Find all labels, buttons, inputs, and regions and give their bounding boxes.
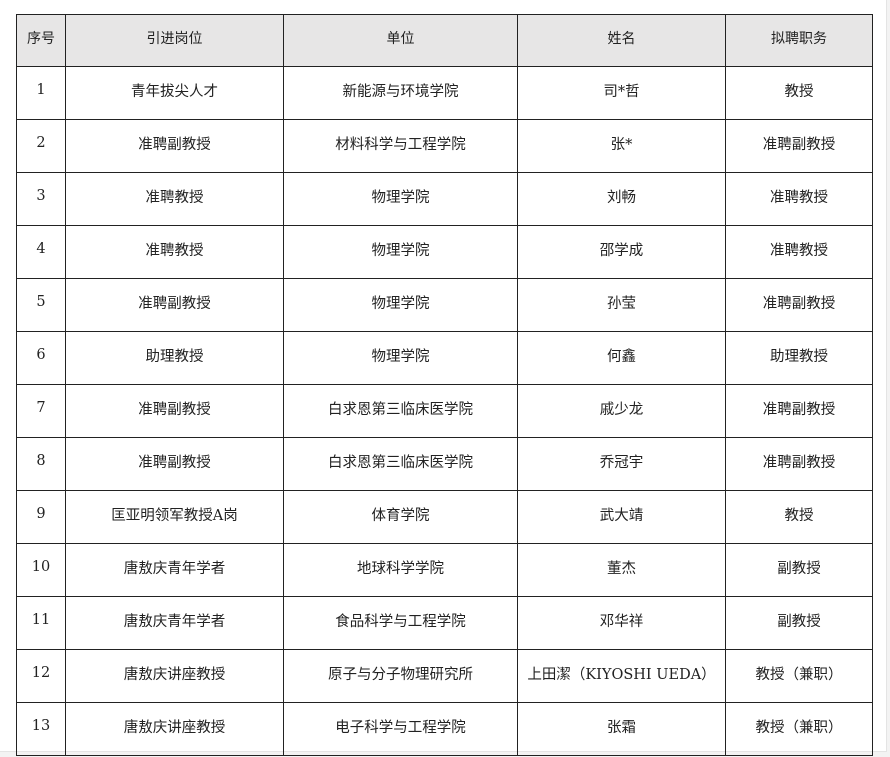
header-unit: 单位: [283, 14, 518, 67]
cell-unit: 电子科学与工程学院: [283, 702, 518, 756]
cell-title: 准聘副教授: [725, 384, 873, 438]
cell-unit: 食品科学与工程学院: [283, 596, 518, 650]
cell-title: 准聘副教授: [725, 278, 873, 332]
cell-index: 2: [16, 119, 66, 173]
cell-title: 准聘副教授: [725, 437, 873, 491]
cell-title: 准聘教授: [725, 172, 873, 226]
table-row: 5 准聘副教授 物理学院 孙莹 准聘副教授: [16, 278, 873, 332]
cell-position: 准聘教授: [65, 172, 284, 226]
cell-position: 青年拔尖人才: [65, 66, 284, 120]
cell-position: 准聘教授: [65, 225, 284, 279]
cell-index: 13: [16, 702, 66, 756]
cell-name: 司*哲: [517, 66, 726, 120]
cell-index: 5: [16, 278, 66, 332]
cell-position: 唐敖庆讲座教授: [65, 702, 284, 756]
table-row: 11 唐敖庆青年学者 食品科学与工程学院 邓华祥 副教授: [16, 596, 873, 650]
table-row: 1 青年拔尖人才 新能源与环境学院 司*哲 教授: [16, 66, 873, 120]
cell-unit: 地球科学学院: [283, 543, 518, 597]
table-row: 6 助理教授 物理学院 何鑫 助理教授: [16, 331, 873, 385]
header-index: 序号: [16, 14, 66, 67]
cell-unit: 新能源与环境学院: [283, 66, 518, 120]
table-row: 8 准聘副教授 白求恩第三临床医学院 乔冠宇 准聘副教授: [16, 437, 873, 491]
header-name: 姓名: [517, 14, 726, 67]
cell-position: 助理教授: [65, 331, 284, 385]
cell-title: 副教授: [725, 543, 873, 597]
table-row: 2 准聘副教授 材料科学与工程学院 张* 准聘副教授: [16, 119, 873, 173]
cell-name: 张霜: [517, 702, 726, 756]
header-row: 序号 引进岗位 单位 姓名 拟聘职务: [16, 14, 873, 67]
cell-position: 准聘副教授: [65, 384, 284, 438]
cell-name: 上田潔（KIYOSHI UEDA）: [517, 649, 726, 703]
cell-title: 准聘副教授: [725, 119, 873, 173]
cell-position: 准聘副教授: [65, 437, 284, 491]
cell-unit: 物理学院: [283, 278, 518, 332]
table-row: 4 准聘教授 物理学院 邵学成 准聘教授: [16, 225, 873, 279]
cell-index: 4: [16, 225, 66, 279]
cell-index: 6: [16, 331, 66, 385]
table-row: 7 准聘副教授 白求恩第三临床医学院 戚少龙 准聘副教授: [16, 384, 873, 438]
cell-index: 3: [16, 172, 66, 226]
header-position: 引进岗位: [65, 14, 284, 67]
cell-title: 教授: [725, 490, 873, 544]
cell-index: 10: [16, 543, 66, 597]
cell-unit: 白求恩第三临床医学院: [283, 384, 518, 438]
cell-name: 何鑫: [517, 331, 726, 385]
cell-name: 武大靖: [517, 490, 726, 544]
cell-title: 教授（兼职）: [725, 649, 873, 703]
cell-position: 匡亚明领军教授A岗: [65, 490, 284, 544]
appointment-table: 序号 引进岗位 单位 姓名 拟聘职务 1 青年拔尖人才 新能源与环境学院 司*哲 教授 2 准聘副教…: [16, 14, 873, 756]
cell-index: 1: [16, 66, 66, 120]
cell-index: 7: [16, 384, 66, 438]
cell-unit: 物理学院: [283, 225, 518, 279]
table-row: 12 唐敖庆讲座教授 原子与分子物理研究所 上田潔（KIYOSHI UEDA） 教授（兼…: [16, 649, 873, 703]
cell-unit: 白求恩第三临床医学院: [283, 437, 518, 491]
cell-name: 孙莹: [517, 278, 726, 332]
cell-name: 邓华祥: [517, 596, 726, 650]
cell-index: 9: [16, 490, 66, 544]
cell-title: 副教授: [725, 596, 873, 650]
table-row: 10 唐敖庆青年学者 地球科学学院 董杰 副教授: [16, 543, 873, 597]
cell-index: 11: [16, 596, 66, 650]
cell-unit: 原子与分子物理研究所: [283, 649, 518, 703]
cell-name: 邵学成: [517, 225, 726, 279]
table-row: 9 匡亚明领军教授A岗 体育学院 武大靖 教授: [16, 490, 873, 544]
table-row: 13 唐敖庆讲座教授 电子科学与工程学院 张霜 教授（兼职）: [16, 702, 873, 756]
cell-title: 教授: [725, 66, 873, 120]
cell-name: 董杰: [517, 543, 726, 597]
cell-unit: 物理学院: [283, 172, 518, 226]
table-row: 3 准聘教授 物理学院 刘畅 准聘教授: [16, 172, 873, 226]
cell-name: 刘畅: [517, 172, 726, 226]
cell-name: 张*: [517, 119, 726, 173]
cell-title: 准聘教授: [725, 225, 873, 279]
header-title: 拟聘职务: [725, 14, 873, 67]
cell-name: 乔冠宇: [517, 437, 726, 491]
cell-index: 12: [16, 649, 66, 703]
cell-name: 戚少龙: [517, 384, 726, 438]
cell-position: 准聘副教授: [65, 119, 284, 173]
cell-unit: 体育学院: [283, 490, 518, 544]
cell-unit: 材料科学与工程学院: [283, 119, 518, 173]
cell-unit: 物理学院: [283, 331, 518, 385]
cell-position: 唐敖庆青年学者: [65, 596, 284, 650]
cell-index: 8: [16, 437, 66, 491]
cell-title: 助理教授: [725, 331, 873, 385]
cell-position: 唐敖庆讲座教授: [65, 649, 284, 703]
cell-position: 唐敖庆青年学者: [65, 543, 284, 597]
cell-title: 教授（兼职）: [725, 702, 873, 756]
cell-position: 准聘副教授: [65, 278, 284, 332]
